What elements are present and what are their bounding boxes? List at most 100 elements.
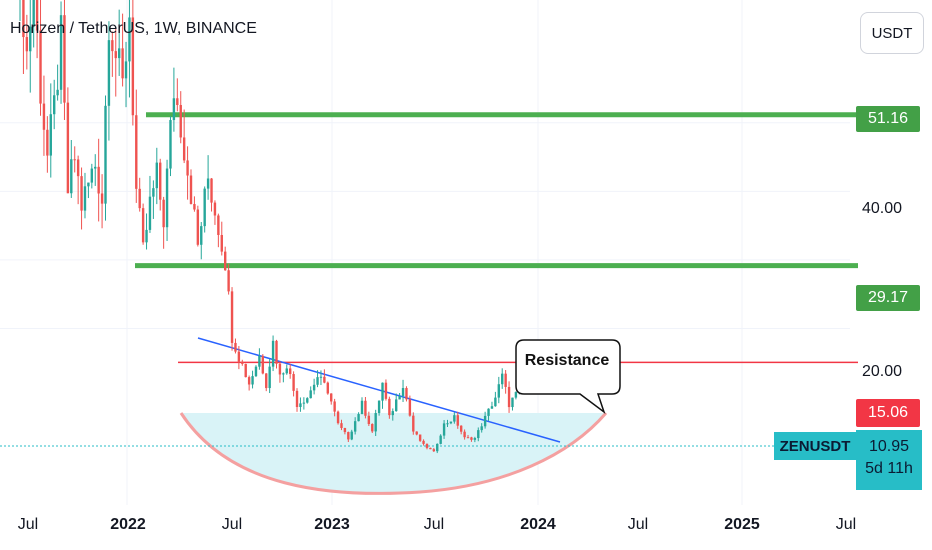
candle-body bbox=[234, 342, 237, 352]
candle-body bbox=[299, 403, 302, 408]
candle-body bbox=[330, 393, 333, 402]
candle-body bbox=[388, 398, 391, 416]
candle-body bbox=[70, 159, 73, 194]
candle-body bbox=[107, 40, 111, 106]
candle-body bbox=[336, 411, 340, 424]
candle-body bbox=[94, 166, 97, 169]
candle-body bbox=[514, 391, 518, 398]
candle-body bbox=[217, 215, 220, 235]
candle-body bbox=[449, 421, 453, 424]
candle-body bbox=[53, 95, 56, 115]
candle-body bbox=[408, 399, 412, 416]
y-tick-label: 20.00 bbox=[862, 363, 903, 380]
candle-body bbox=[487, 408, 490, 416]
candle-body bbox=[155, 162, 158, 189]
candle-body bbox=[206, 178, 210, 189]
candle-body bbox=[405, 388, 408, 400]
candle-body bbox=[497, 384, 500, 398]
candle-body bbox=[49, 114, 52, 156]
candle-body bbox=[138, 188, 141, 209]
cup-outline bbox=[179, 412, 608, 495]
candle-body bbox=[73, 159, 76, 161]
chart-overlays bbox=[515, 339, 621, 415]
candle-body bbox=[22, 0, 25, 38]
candle-body bbox=[165, 168, 169, 228]
candle-body bbox=[323, 376, 326, 383]
candle-body bbox=[159, 162, 162, 200]
candle-body bbox=[56, 89, 59, 96]
candle-body bbox=[312, 384, 316, 391]
candle-body bbox=[114, 51, 117, 59]
x-tick-label: Jul bbox=[221, 516, 243, 533]
candle-body bbox=[46, 129, 49, 156]
candle-body bbox=[463, 431, 466, 438]
candle-body bbox=[227, 270, 230, 292]
candle-body bbox=[210, 178, 213, 203]
x-tick-label: Jul bbox=[627, 516, 649, 533]
candle-body bbox=[350, 431, 353, 440]
candle-body bbox=[453, 415, 456, 422]
candle-body bbox=[415, 431, 418, 435]
candle-body bbox=[182, 137, 186, 161]
candle-body bbox=[384, 382, 388, 399]
candle-body bbox=[288, 368, 292, 375]
candle-body bbox=[466, 437, 470, 439]
candle-body bbox=[131, 17, 135, 116]
resistance-callout-text: Resistance bbox=[524, 352, 610, 369]
candle-body bbox=[292, 374, 295, 391]
candle-body bbox=[83, 186, 87, 211]
candle-body bbox=[32, 0, 35, 27]
candle-body bbox=[381, 382, 384, 401]
candle-body bbox=[261, 355, 265, 374]
candle-body bbox=[63, 15, 66, 103]
symbol-badge: ZENUSDT bbox=[774, 432, 856, 460]
level-label-51: 51.16 bbox=[856, 106, 920, 132]
candle-body bbox=[391, 411, 394, 416]
candle-body bbox=[189, 175, 193, 204]
currency-button[interactable]: USDT bbox=[860, 12, 924, 54]
candle-body bbox=[25, 37, 29, 52]
candle-body bbox=[398, 395, 401, 400]
candle-body bbox=[196, 209, 200, 245]
candle-body bbox=[353, 421, 357, 432]
candle-body bbox=[360, 400, 364, 415]
candle-body bbox=[148, 196, 152, 230]
candle-body bbox=[477, 430, 480, 439]
candle-body bbox=[258, 355, 261, 367]
candle-body bbox=[507, 386, 511, 408]
candle-body bbox=[162, 199, 165, 228]
cup-fill bbox=[181, 413, 606, 494]
candle-body bbox=[203, 188, 206, 227]
candle-body bbox=[39, 30, 42, 104]
candle-body bbox=[418, 434, 422, 441]
current-price-badge: 10.95 5d 11h bbox=[856, 430, 922, 490]
candle-body bbox=[316, 377, 319, 385]
candle-body bbox=[244, 363, 247, 378]
candle-body bbox=[241, 361, 244, 364]
candle-body bbox=[193, 203, 196, 210]
candle-body bbox=[425, 443, 429, 448]
candle-body bbox=[80, 176, 83, 211]
candle-body bbox=[213, 202, 217, 216]
candle-body bbox=[439, 435, 442, 444]
candle-body bbox=[343, 428, 347, 433]
candle-body bbox=[278, 363, 282, 375]
resistance-callout-bubble bbox=[515, 339, 621, 415]
candle-body bbox=[90, 168, 94, 183]
x-tick-label: Jul bbox=[423, 516, 445, 533]
candle-body bbox=[268, 366, 271, 389]
candle-body bbox=[302, 402, 306, 404]
candle-body bbox=[100, 193, 104, 204]
candle-body bbox=[333, 401, 336, 412]
candle-body bbox=[473, 438, 477, 440]
candle-body bbox=[200, 226, 203, 245]
candle-body bbox=[504, 373, 507, 387]
candle-body bbox=[446, 423, 449, 425]
trendline bbox=[197, 337, 561, 443]
candle-body bbox=[179, 105, 182, 138]
candle-body bbox=[254, 366, 258, 377]
candle-body bbox=[436, 443, 439, 452]
candle-body bbox=[456, 415, 459, 426]
level-label-15: 15.06 bbox=[856, 399, 920, 427]
